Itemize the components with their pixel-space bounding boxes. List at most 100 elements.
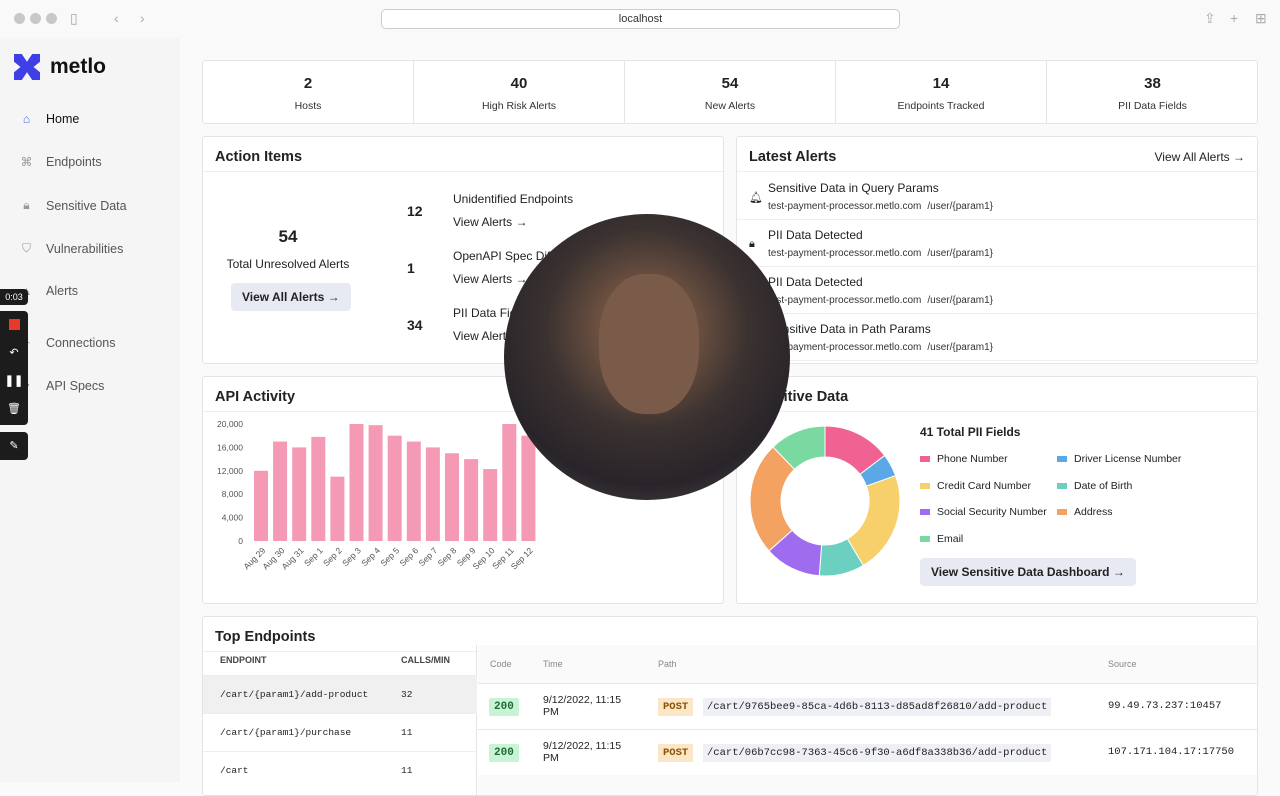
view-alerts-link[interactable]: View Alerts	[453, 329, 513, 343]
pause-icon[interactable]: ❚❚	[4, 375, 24, 387]
alert-title: Sensitive Data in Query Params	[768, 181, 939, 195]
trace-source: 99.49.73.237:10457	[1108, 700, 1222, 712]
pen-icon[interactable]: ✎	[0, 432, 28, 460]
sidebar-item-home[interactable]: ⌂ Home	[20, 112, 79, 126]
trace-time: 9/12/2022, 11:15 PM	[543, 740, 622, 764]
y-tick-label: 4,000	[222, 513, 244, 523]
back-icon[interactable]: ‹	[114, 10, 119, 26]
bar[interactable]	[387, 435, 402, 541]
alert-row[interactable]: 🔔︎Sensitive Data in Path Paramstest-paym…	[737, 314, 1257, 361]
y-tick-label: 0	[238, 536, 243, 546]
sidebar-item-connections[interactable]: ⁘Connections	[20, 336, 115, 350]
view-alerts-link[interactable]: View Alerts →	[453, 215, 528, 229]
alert-row[interactable]: 🔒︎PII Data Detectedtest-payment-processo…	[737, 267, 1257, 314]
shield-icon: ⛉	[21, 241, 31, 255]
sidebar-item-sensitive-data[interactable]: 🔒︎ Sensitive Data	[20, 198, 126, 213]
legend-label: Email	[937, 532, 964, 545]
lock-icon: 🔒︎	[23, 198, 30, 212]
view-sensitive-data-button[interactable]: View Sensitive Data Dashboard →	[920, 558, 1136, 586]
legend-label: Phone Number	[937, 453, 1008, 465]
endpoint-row[interactable]: /cart 11	[203, 751, 477, 789]
sidebar-item-label: Endpoints	[46, 155, 102, 169]
x-tick-label: Sep 12	[509, 545, 535, 571]
bar[interactable]	[464, 459, 479, 541]
stat-new-alerts[interactable]: 54 New Alerts	[625, 61, 836, 123]
bar[interactable]	[521, 435, 536, 541]
bar[interactable]	[349, 424, 364, 541]
bar[interactable]	[502, 424, 517, 541]
y-tick-label: 12,000	[217, 466, 243, 476]
alert-title: PII Data Detected	[768, 275, 863, 289]
donut-slice[interactable]	[772, 425, 826, 471]
logo[interactable]: metlo	[14, 54, 106, 80]
bar[interactable]	[368, 425, 383, 541]
alert-row[interactable]: 🔔︎ Sensitive Data in Query Params test-pay…	[737, 173, 1257, 220]
sidebar-item-label: API Specs	[46, 379, 105, 393]
undo-icon[interactable]: ↶	[9, 347, 19, 359]
legend-swatch	[920, 535, 930, 542]
endpoint-calls: 11	[401, 765, 413, 776]
share-icon[interactable]: ⇪	[1204, 10, 1216, 26]
view-all-alerts-button[interactable]: View All Alerts →	[231, 283, 351, 311]
sidebar-item-alerts[interactable]: ▲Alerts	[20, 284, 78, 298]
sidebar-item-api-specs[interactable]: ▾API Specs	[20, 379, 104, 393]
alert-source: test-payment-processor.metlo.com/user/{p…	[768, 201, 993, 212]
bar[interactable]	[445, 453, 459, 541]
trace-source: 107.171.104.17:17750	[1108, 746, 1235, 758]
trash-icon[interactable]: 🗑︎	[7, 403, 21, 415]
x-tick-label: Sep 8	[436, 545, 459, 568]
stat-value: 40	[510, 75, 528, 92]
alert-source: test-payment-processor.metlo.com/user/{p…	[768, 295, 993, 306]
minimize-window-button[interactable]	[30, 13, 41, 24]
bar[interactable]	[311, 436, 326, 541]
stat-label: Hosts	[294, 100, 322, 112]
endpoint-row[interactable]: /cart/{param1}/add-product 32	[203, 675, 477, 713]
stat-hosts[interactable]: 2 Hosts	[203, 61, 414, 123]
stop-recording-button[interactable]	[0, 311, 28, 339]
stat-label: PII Data Fields	[1118, 100, 1187, 112]
endpoints-table: ENDPOINT CALLS/MIN /cart/{param1}/add-pr…	[203, 645, 477, 795]
column-header: ENDPOINT	[220, 655, 267, 665]
sidebar: metlo ⌂ Home ⌘ Endpoints 🔒︎ Sensitive Data …	[0, 38, 180, 782]
sidebar-item-endpoints[interactable]: ⌘ Endpoints	[20, 155, 102, 169]
legend-swatch	[1057, 482, 1067, 489]
stat-pii-data-fields[interactable]: 38 PII Data Fields	[1047, 61, 1258, 123]
alert-path: /user/{param1}	[927, 295, 993, 306]
bell-icon: 🔔︎	[749, 192, 763, 204]
stat-endpoints-tracked[interactable]: 14 Endpoints Tracked	[836, 61, 1047, 123]
bar[interactable]	[292, 447, 307, 541]
legend-item: Social Security Number	[920, 506, 1047, 518]
bar[interactable]	[483, 469, 498, 541]
brand-name: metlo	[50, 55, 107, 78]
webcam-overlay[interactable]	[504, 214, 790, 500]
address-bar[interactable]: localhost	[381, 9, 900, 29]
sidebar-toggle-icon[interactable]: ▯	[70, 10, 78, 26]
alert-path: /user/{param1}	[927, 342, 993, 353]
legend-item: Credit Card Number	[920, 480, 1031, 492]
sidebar-item-vulnerabilities[interactable]: ⛉ Vulnerabilities	[20, 241, 123, 256]
tab-overview-icon[interactable]: ⊞	[1255, 10, 1267, 26]
legend-swatch	[920, 482, 930, 489]
stat-high-risk-alerts[interactable]: 40 High Risk Alerts	[414, 61, 625, 123]
x-tick-label: Sep 4	[359, 545, 382, 568]
bar[interactable]	[254, 470, 268, 541]
trace-path: /cart/06b7cc98-7363-45c6-9f30-a6df8a338b…	[703, 744, 1052, 762]
trace-row[interactable]: 200 9/12/2022, 11:15 PM POST/cart/9765bee9…	[478, 683, 1257, 729]
view-alerts-link[interactable]: View Alerts →	[453, 272, 528, 286]
bar[interactable]	[273, 441, 288, 541]
forward-icon[interactable]: ›	[140, 10, 145, 26]
alert-host: test-payment-processor.metlo.com	[768, 342, 922, 353]
trace-row[interactable]: 200 9/12/2022, 11:15 PM POST/cart/06b7cc98…	[478, 729, 1257, 775]
new-tab-icon[interactable]: +	[1230, 10, 1239, 26]
close-window-button[interactable]	[14, 13, 25, 24]
endpoint-path: /cart/{param1}/add-product	[220, 689, 369, 700]
bar[interactable]	[330, 476, 345, 541]
bar[interactable]	[406, 441, 421, 541]
browser-toolbar: ▯ ‹ › localhost ⇪ + ⊞	[0, 0, 1280, 38]
view-all-alerts-link[interactable]: View All Alerts →	[1154, 150, 1245, 164]
bar[interactable]	[425, 447, 440, 541]
endpoint-row[interactable]: /cart/{param1}/purchase 11	[203, 713, 477, 751]
zoom-window-button[interactable]	[46, 13, 57, 24]
y-tick-label: 16,000	[217, 442, 243, 452]
